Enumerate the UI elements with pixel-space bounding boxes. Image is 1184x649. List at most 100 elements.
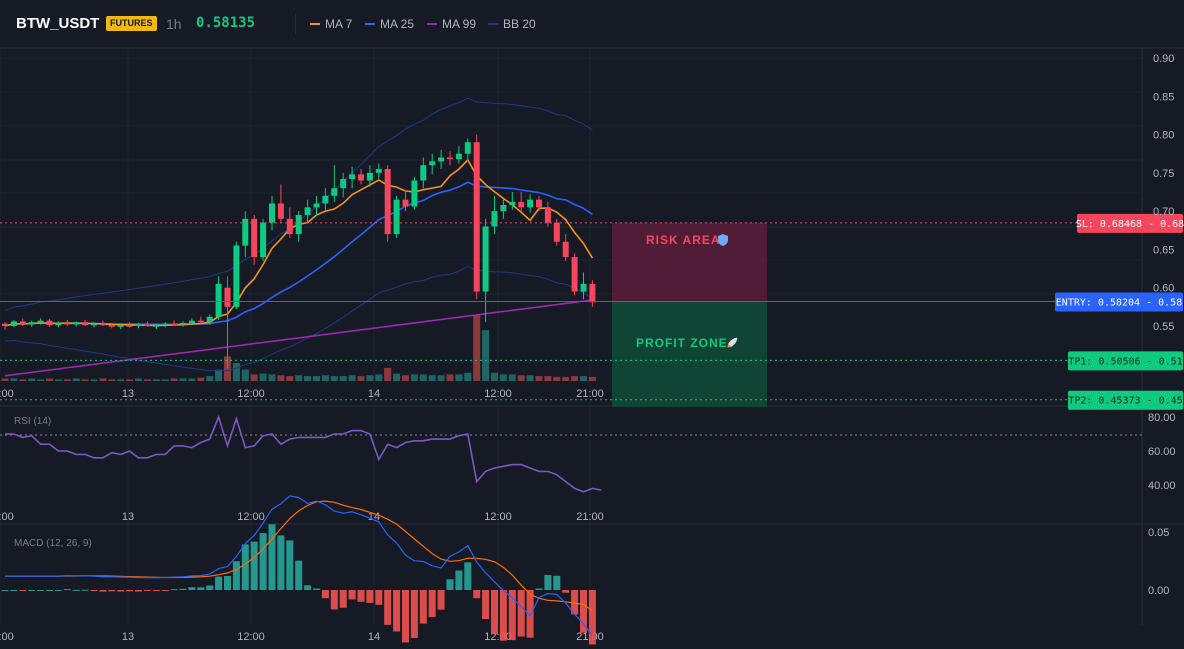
ma25-swatch [365, 22, 375, 25]
candle-body [349, 174, 356, 179]
time-tick-label: 12:00 [237, 631, 265, 643]
price-tick-label: 0.80 [1153, 130, 1174, 142]
candle-body [171, 323, 178, 326]
macd-hist-bar [63, 589, 71, 591]
volume-bar [313, 376, 320, 381]
volume-bar [339, 376, 347, 381]
macd-axis: 0.05 0.00 [1148, 527, 1169, 597]
macd-hist-bar [526, 590, 534, 638]
shield-icon [718, 234, 728, 246]
candle-body [64, 322, 71, 325]
time-tick-label: 12:00 [237, 511, 265, 523]
grid-lines [0, 48, 1142, 625]
volume-bar [580, 376, 587, 381]
time-axis: 12:00 13 12:00 14 12:00 21:00 [0, 388, 604, 400]
volume-bar [108, 379, 116, 381]
header-divider [295, 14, 296, 34]
volume-bar [63, 379, 71, 381]
macd-hist-bar [553, 575, 561, 590]
macd-hist-bar [384, 590, 392, 625]
macd-hist-bar [464, 562, 472, 590]
legend-ma7[interactable]: MA 7 [310, 17, 352, 31]
candle-body [393, 199, 400, 235]
macd-hist-bar [508, 590, 516, 641]
legend-ma99[interactable]: MA 99 [427, 17, 476, 31]
candle-body [91, 323, 97, 326]
candle-body [260, 222, 267, 258]
ma99-swatch [427, 22, 437, 25]
volume-bar [419, 374, 427, 381]
candle-body [464, 142, 471, 154]
volume-bar [375, 374, 383, 381]
volume-bar [330, 376, 338, 381]
macd-hist-bar [241, 544, 249, 590]
volume-bar [37, 379, 45, 381]
ma25-line [4, 181, 593, 327]
candle-body [2, 323, 8, 326]
legend-ma25-label: MA 25 [380, 17, 415, 31]
volume-bar [143, 379, 151, 381]
legend-ma99-label: MA 99 [442, 17, 477, 31]
macd-hist-bar [206, 585, 214, 590]
volume-bar [46, 378, 53, 381]
volume-bar [224, 356, 231, 381]
macd-hist-bar [250, 541, 258, 590]
macd-hist-bar [295, 560, 303, 590]
volume-bar [54, 379, 62, 381]
time-tick-label: 12:00 [0, 511, 14, 523]
volume-bar [161, 379, 169, 381]
candle-body [589, 283, 596, 303]
time-tick-label: 14 [368, 511, 380, 523]
tp2-label-text: TP2: 0.45373 - 0.45 [1068, 396, 1182, 407]
candle-body [117, 325, 124, 327]
candle-body [429, 161, 436, 166]
macd-hist-bar [330, 590, 338, 610]
shield-shape [718, 234, 728, 246]
volume-bar [482, 330, 490, 381]
candle-body [215, 283, 222, 317]
macd-hist-bar [517, 590, 525, 637]
candle-body [438, 157, 445, 162]
symbol-name[interactable]: BTW_USDT [16, 15, 100, 32]
time-tick-label: 13 [122, 388, 134, 400]
price-tick-label: 0.85 [1153, 91, 1174, 103]
macd-hist-bar [393, 590, 401, 632]
volume-bar [517, 375, 525, 381]
bb-lower-line [4, 265, 593, 372]
volume-bar [135, 378, 142, 381]
macd-hist-bar [179, 588, 187, 590]
candle-body [10, 321, 17, 326]
volume-bar [259, 373, 267, 381]
volume-bar [348, 375, 356, 381]
sl-level-label: SL: 0.68468 - 0.68 [1076, 213, 1184, 233]
sl-label-bg [1077, 213, 1183, 233]
legend-ma25[interactable]: MA 25 [365, 17, 414, 31]
macd-hist-bar [81, 589, 89, 591]
candle-body [269, 203, 275, 223]
macd-hist-bar [197, 587, 205, 590]
ma99-line [4, 299, 593, 377]
macd-hist-bar [161, 590, 169, 591]
macd-hist-bar [215, 576, 223, 590]
volume-bar [428, 375, 436, 381]
candle-body [251, 218, 258, 258]
candle-body [108, 325, 115, 327]
macd-hist-bar [580, 590, 587, 633]
interval-label[interactable]: 1h [166, 16, 182, 32]
time-tick-label: 12:00 [237, 388, 265, 400]
trade-zones: RISK AREA PROFIT ZONE [612, 222, 767, 407]
macd-hist-bar [232, 561, 240, 590]
macd-hist-bar [473, 590, 481, 599]
macd-hist-bar [90, 590, 98, 591]
legend-bb20-label: BB 20 [503, 17, 536, 31]
macd-hist-bar [108, 590, 116, 592]
volume-bar [295, 375, 303, 381]
legend-bb20[interactable]: BB 20 [488, 17, 536, 31]
macd-hist-bar [544, 575, 552, 590]
candle-body [55, 322, 62, 326]
candle-body [527, 199, 534, 208]
volume-bar [535, 376, 543, 381]
volume-bar [473, 315, 481, 381]
volume-bar [491, 372, 498, 381]
